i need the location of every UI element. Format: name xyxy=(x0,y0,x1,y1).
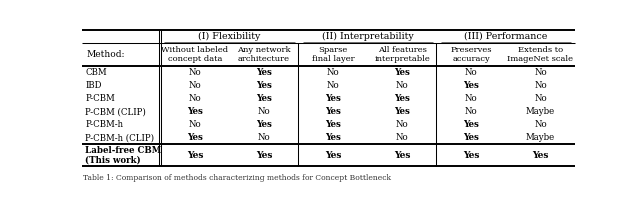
Text: Yes: Yes xyxy=(187,151,203,160)
Text: No: No xyxy=(189,68,201,77)
Text: No: No xyxy=(534,68,547,77)
Text: No: No xyxy=(327,68,339,77)
Text: Yes: Yes xyxy=(325,107,341,116)
Text: P-CBM (CLIP): P-CBM (CLIP) xyxy=(86,107,147,116)
Text: (This work): (This work) xyxy=(86,155,141,164)
Text: Yes: Yes xyxy=(325,120,341,129)
Text: No: No xyxy=(396,120,408,129)
Text: Sparse
final layer: Sparse final layer xyxy=(312,46,355,63)
Text: No: No xyxy=(465,68,477,77)
Text: Label-free CBM: Label-free CBM xyxy=(86,146,162,155)
Text: No: No xyxy=(396,133,408,142)
Text: No: No xyxy=(534,81,547,90)
Text: All features
interpretable: All features interpretable xyxy=(374,46,430,63)
Text: Extends to
ImageNet scale: Extends to ImageNet scale xyxy=(508,46,573,63)
Text: Yes: Yes xyxy=(463,133,479,142)
Text: Method:: Method: xyxy=(86,50,125,59)
Text: Without labeled
concept data: Without labeled concept data xyxy=(161,46,228,63)
Text: No: No xyxy=(534,120,547,129)
Text: No: No xyxy=(258,107,270,116)
Text: Yes: Yes xyxy=(256,68,272,77)
Text: Yes: Yes xyxy=(256,81,272,90)
Text: No: No xyxy=(189,94,201,103)
Text: Maybe: Maybe xyxy=(526,133,555,142)
Text: Yes: Yes xyxy=(256,120,272,129)
Text: Yes: Yes xyxy=(463,81,479,90)
Text: Maybe: Maybe xyxy=(526,107,555,116)
Text: P-CBM: P-CBM xyxy=(86,94,115,103)
Text: No: No xyxy=(534,94,547,103)
Text: No: No xyxy=(189,120,201,129)
Text: Yes: Yes xyxy=(394,107,410,116)
Text: Yes: Yes xyxy=(532,151,548,160)
Text: Yes: Yes xyxy=(463,120,479,129)
Text: Yes: Yes xyxy=(463,151,479,160)
Text: No: No xyxy=(189,81,201,90)
Text: Preserves
accuracy: Preserves accuracy xyxy=(451,46,492,63)
Text: Yes: Yes xyxy=(325,94,341,103)
Text: (II) Interpretability: (II) Interpretability xyxy=(322,32,413,41)
Text: No: No xyxy=(258,133,270,142)
Text: Yes: Yes xyxy=(394,151,410,160)
Text: No: No xyxy=(465,107,477,116)
Text: Yes: Yes xyxy=(325,133,341,142)
Text: Yes: Yes xyxy=(325,151,341,160)
Text: No: No xyxy=(327,81,339,90)
Text: Yes: Yes xyxy=(394,68,410,77)
Text: CBM: CBM xyxy=(86,68,107,77)
Text: Yes: Yes xyxy=(187,107,203,116)
Text: Yes: Yes xyxy=(256,94,272,103)
Text: IBD: IBD xyxy=(86,81,102,90)
Text: No: No xyxy=(465,94,477,103)
Text: Any network
architecture: Any network architecture xyxy=(237,46,291,63)
Text: Yes: Yes xyxy=(187,133,203,142)
Text: (I) Flexibility: (I) Flexibility xyxy=(198,32,260,41)
Text: P-CBM-h: P-CBM-h xyxy=(86,120,124,129)
Text: Table 1: Comparison of methods characterizing methods for Concept Bottleneck: Table 1: Comparison of methods character… xyxy=(83,174,392,182)
Text: Yes: Yes xyxy=(256,151,272,160)
Text: No: No xyxy=(396,81,408,90)
Text: P-CBM-h (CLIP): P-CBM-h (CLIP) xyxy=(86,133,155,142)
Text: Yes: Yes xyxy=(394,94,410,103)
Text: (III) Performance: (III) Performance xyxy=(464,32,548,41)
